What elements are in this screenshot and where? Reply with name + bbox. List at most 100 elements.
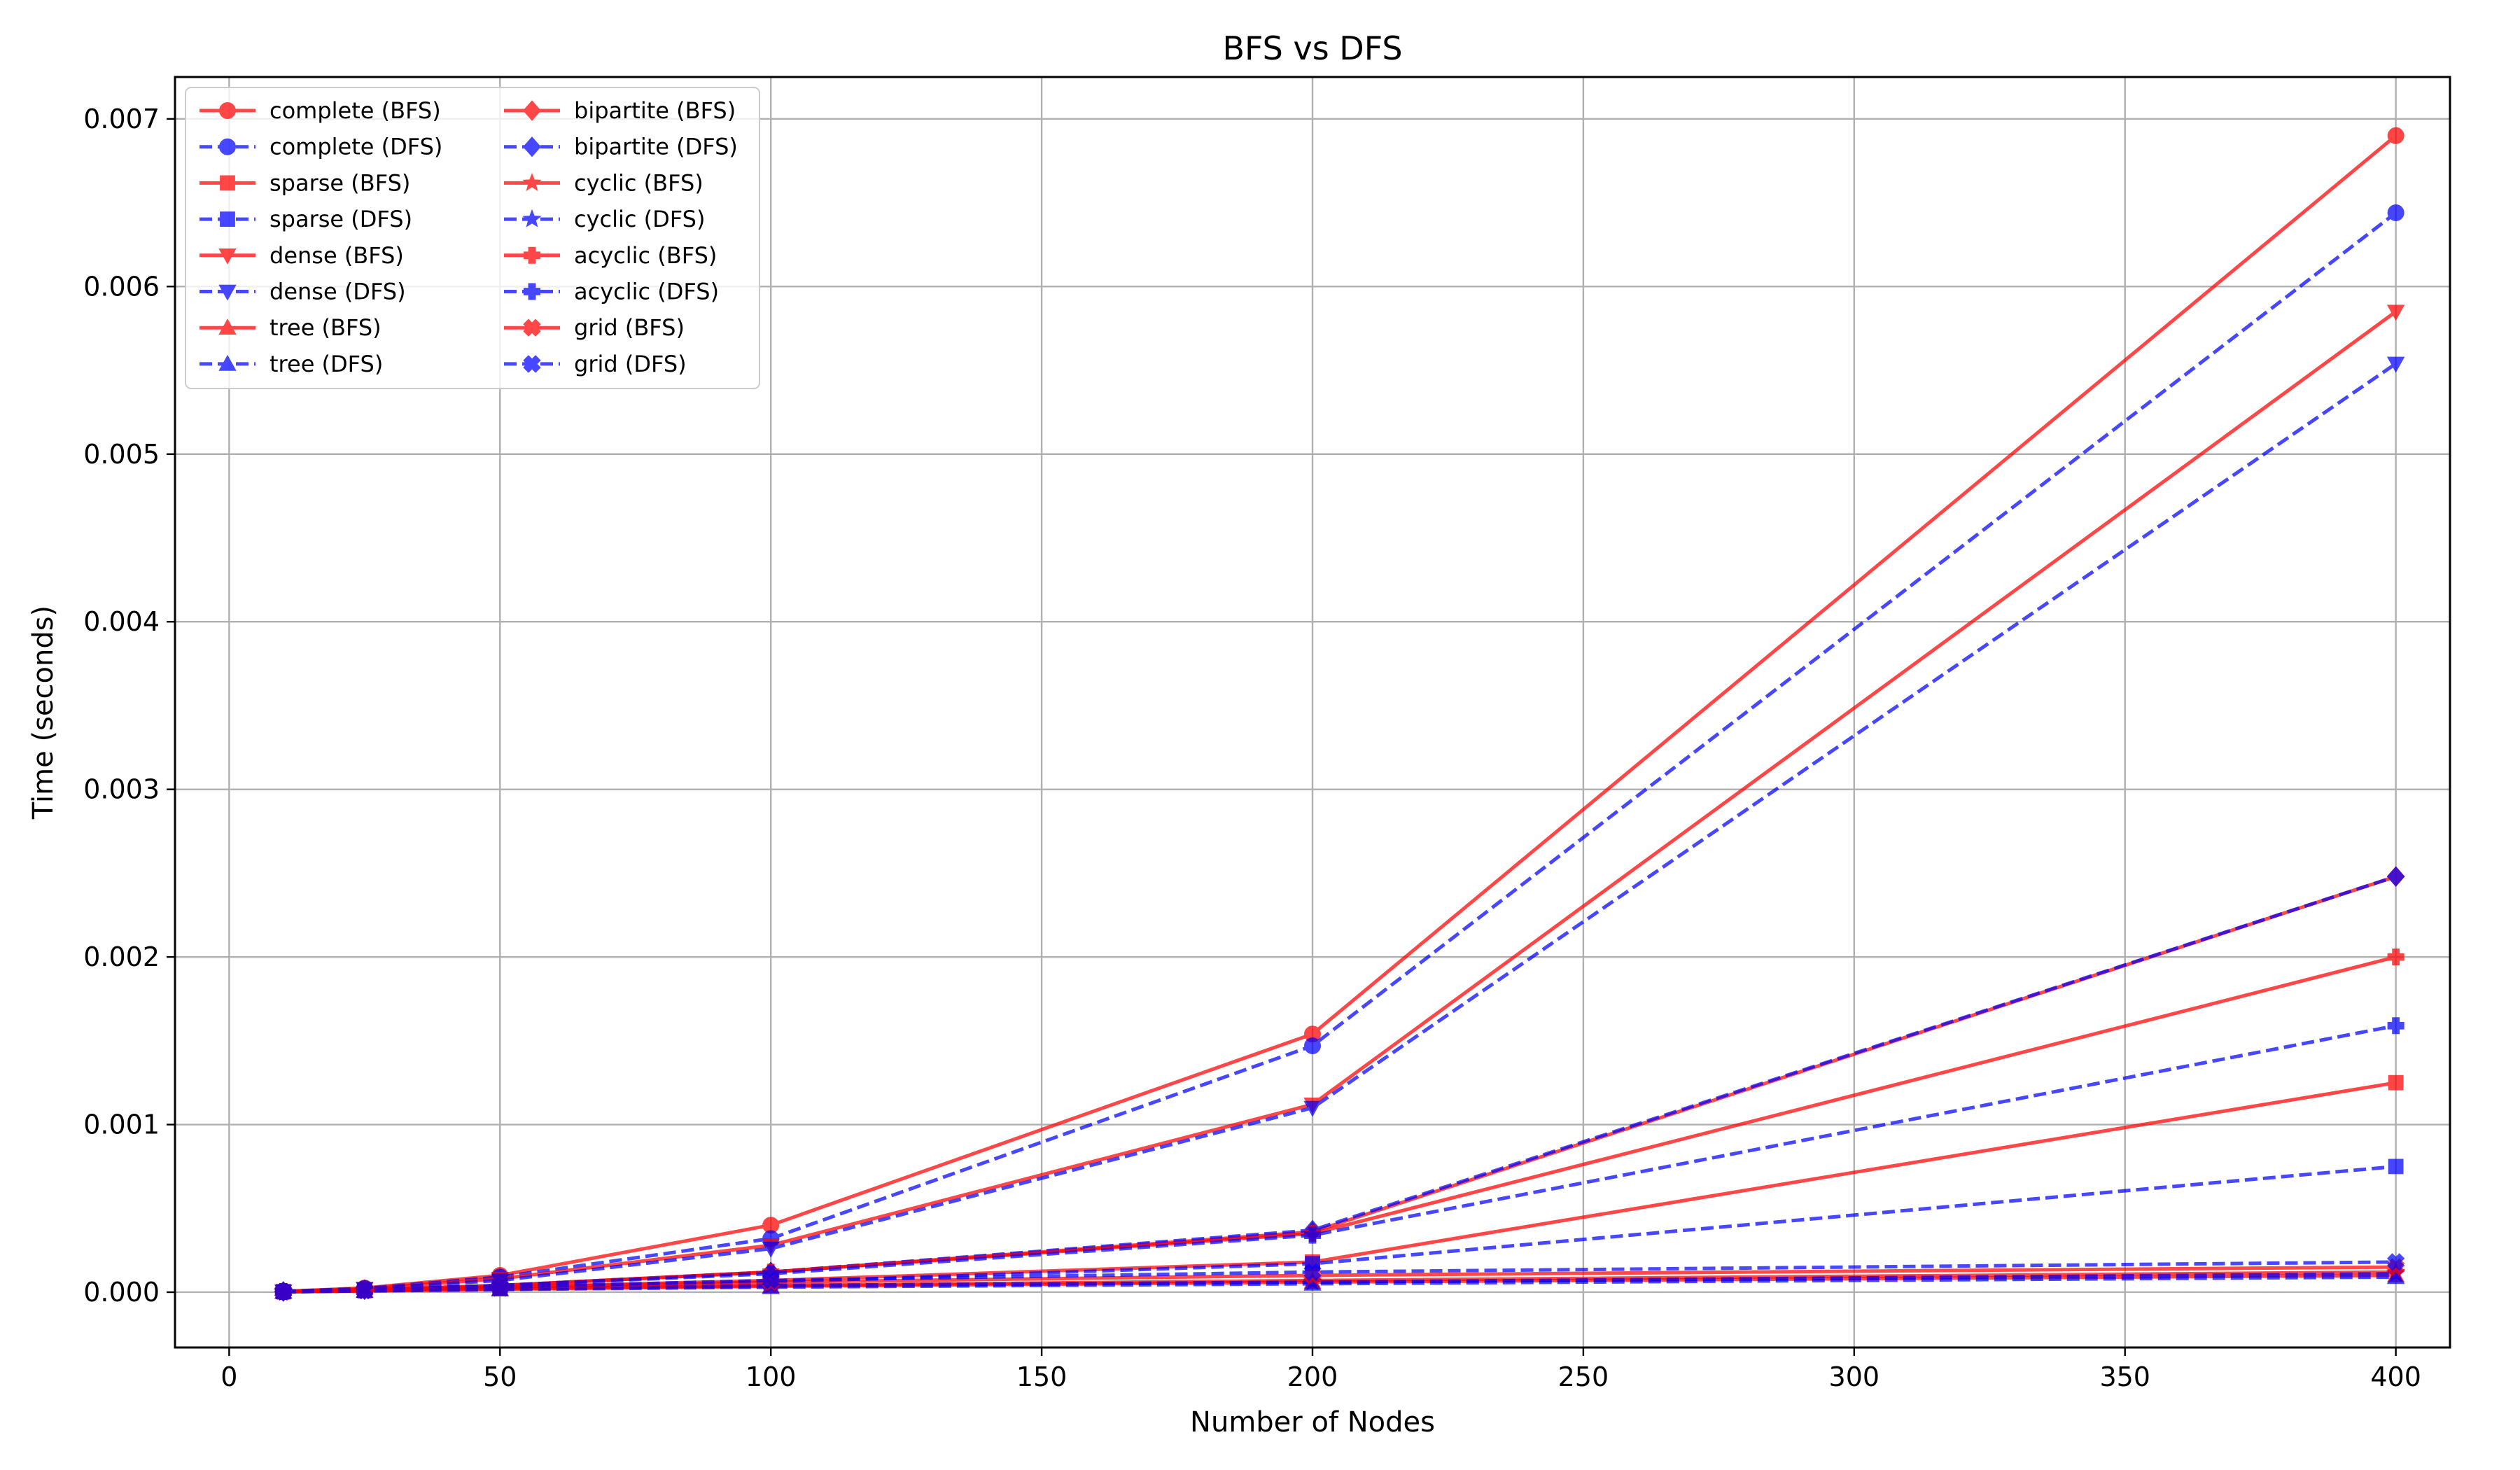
- chart-title: BFS vs DFS: [1222, 29, 1402, 67]
- legend-item: grid (DFS): [504, 351, 687, 377]
- series-line: [283, 1023, 2397, 1294]
- marker-triangle-up: [218, 318, 237, 335]
- marker-circle: [219, 138, 236, 155]
- legend-item: grid (BFS): [504, 314, 685, 341]
- legend-swatch: [200, 318, 255, 335]
- marker-triangle-down: [762, 1241, 780, 1258]
- x-axis-title: Number of Nodes: [1190, 1406, 1435, 1438]
- legend-label: complete (BFS): [270, 97, 441, 124]
- marker-circle: [2387, 204, 2404, 221]
- y-tick-label: 0.001: [83, 1110, 160, 1140]
- series-line: [283, 1272, 2396, 1294]
- legend-swatch: [504, 172, 560, 191]
- legend-label: cyclic (BFS): [574, 169, 704, 196]
- marker-x: [2386, 1253, 2405, 1271]
- series-line: [283, 362, 2398, 1294]
- legend-swatch: [504, 209, 560, 227]
- axis-ticks: 0 50 100 150 200 250 300 350 400 0.000 0.001 0.002 0…: [83, 104, 2421, 1392]
- legend-item: bipartite (DFS): [504, 134, 738, 160]
- marker-x-shape: [523, 318, 541, 337]
- legend-swatch: [504, 136, 560, 158]
- legend-label: bipartite (DFS): [574, 134, 738, 160]
- legend-label: dense (BFS): [270, 242, 404, 269]
- y-tick-label: 0.006: [83, 271, 160, 302]
- plot-series: [274, 127, 2406, 1302]
- marker-square: [2388, 1158, 2404, 1175]
- legend-item: dense (DFS): [200, 279, 406, 305]
- grid-lines: [175, 77, 2450, 1348]
- legend-label: sparse (DFS): [270, 206, 412, 232]
- legend-swatch: [504, 318, 560, 337]
- y-tick-label: 0.000: [83, 1277, 160, 1308]
- x-tick-label: 0: [220, 1362, 237, 1392]
- marker-square: [2388, 1074, 2404, 1091]
- legend-item: acyclic (BFS): [504, 242, 717, 269]
- legend-label: tree (DFS): [270, 351, 383, 377]
- y-tick-label: 0.003: [83, 774, 160, 805]
- legend-swatch: [200, 175, 255, 191]
- marker-x-shape: [523, 355, 541, 373]
- y-tick-label: 0.005: [83, 439, 160, 470]
- y-tick-label: 0.002: [83, 941, 160, 972]
- marker-circle: [219, 102, 236, 119]
- legend-swatch: [200, 248, 255, 265]
- marker-triangle-down: [218, 284, 237, 301]
- x-tick-label: 400: [2370, 1362, 2421, 1392]
- legend-item: complete (DFS): [200, 134, 442, 160]
- marker-x-shape: [356, 1281, 374, 1300]
- legend-item: sparse (BFS): [200, 169, 410, 196]
- legend-swatch: [504, 283, 560, 300]
- y-tick-label: 0.007: [83, 104, 160, 134]
- legend: complete (BFS) complete (DFS) sparse (BFS)…: [185, 87, 760, 389]
- legend-label: sparse (BFS): [270, 169, 410, 196]
- y-tick-label: 0.004: [83, 606, 160, 637]
- y-axis-title: Time (seconds): [27, 606, 59, 820]
- x-tick-label: 100: [746, 1362, 797, 1392]
- marker-plus: [524, 246, 540, 264]
- legend-item: acyclic (DFS): [504, 279, 719, 305]
- legend-label: complete (DFS): [270, 134, 442, 160]
- legend-item: dense (BFS): [200, 242, 404, 269]
- legend-label: cyclic (DFS): [574, 206, 705, 232]
- series-grid-dfs: [274, 1253, 2405, 1301]
- x-tick-label: 50: [483, 1362, 517, 1392]
- marker-x: [274, 1282, 293, 1301]
- marker-diamond: [2386, 866, 2405, 887]
- marker-circle: [1304, 1037, 1321, 1054]
- marker-x-shape: [491, 1278, 509, 1296]
- marker-x-shape: [2386, 1253, 2405, 1271]
- marker-triangle-down: [1303, 1100, 1322, 1117]
- marker-triangle-down: [2386, 304, 2405, 321]
- legend-label: grid (BFS): [574, 314, 685, 341]
- legend-item: sparse (DFS): [200, 206, 412, 232]
- legend-swatch: [200, 211, 255, 227]
- legend-label: acyclic (DFS): [574, 279, 719, 305]
- marker-x: [523, 355, 541, 373]
- marker-circle: [2387, 127, 2404, 144]
- legend-label: grid (DFS): [574, 351, 687, 377]
- marker-x-shape: [762, 1271, 780, 1289]
- marker-x: [1303, 1263, 1322, 1281]
- legend-label: acyclic (BFS): [574, 242, 717, 269]
- marker-x: [523, 318, 541, 337]
- x-tick-label: 150: [1016, 1362, 1068, 1392]
- legend-box: [185, 87, 760, 389]
- marker-triangle-down: [2386, 356, 2405, 373]
- marker-plus: [524, 283, 540, 300]
- legend-swatch: [200, 354, 255, 371]
- marker-star: [522, 209, 542, 227]
- marker-triangle-up: [218, 354, 237, 371]
- legend-swatch: [504, 100, 560, 121]
- legend-label: tree (BFS): [270, 314, 382, 341]
- marker-square: [220, 175, 235, 191]
- marker-plus: [2387, 1017, 2404, 1035]
- marker-plus: [2387, 948, 2404, 966]
- marker-x: [762, 1271, 780, 1289]
- legend-item: tree (BFS): [200, 314, 382, 341]
- legend-swatch: [504, 355, 560, 373]
- series-line: [283, 1260, 2396, 1294]
- legend-swatch: [200, 284, 255, 301]
- x-tick-label: 250: [1558, 1362, 1609, 1392]
- legend-item: cyclic (DFS): [504, 206, 705, 232]
